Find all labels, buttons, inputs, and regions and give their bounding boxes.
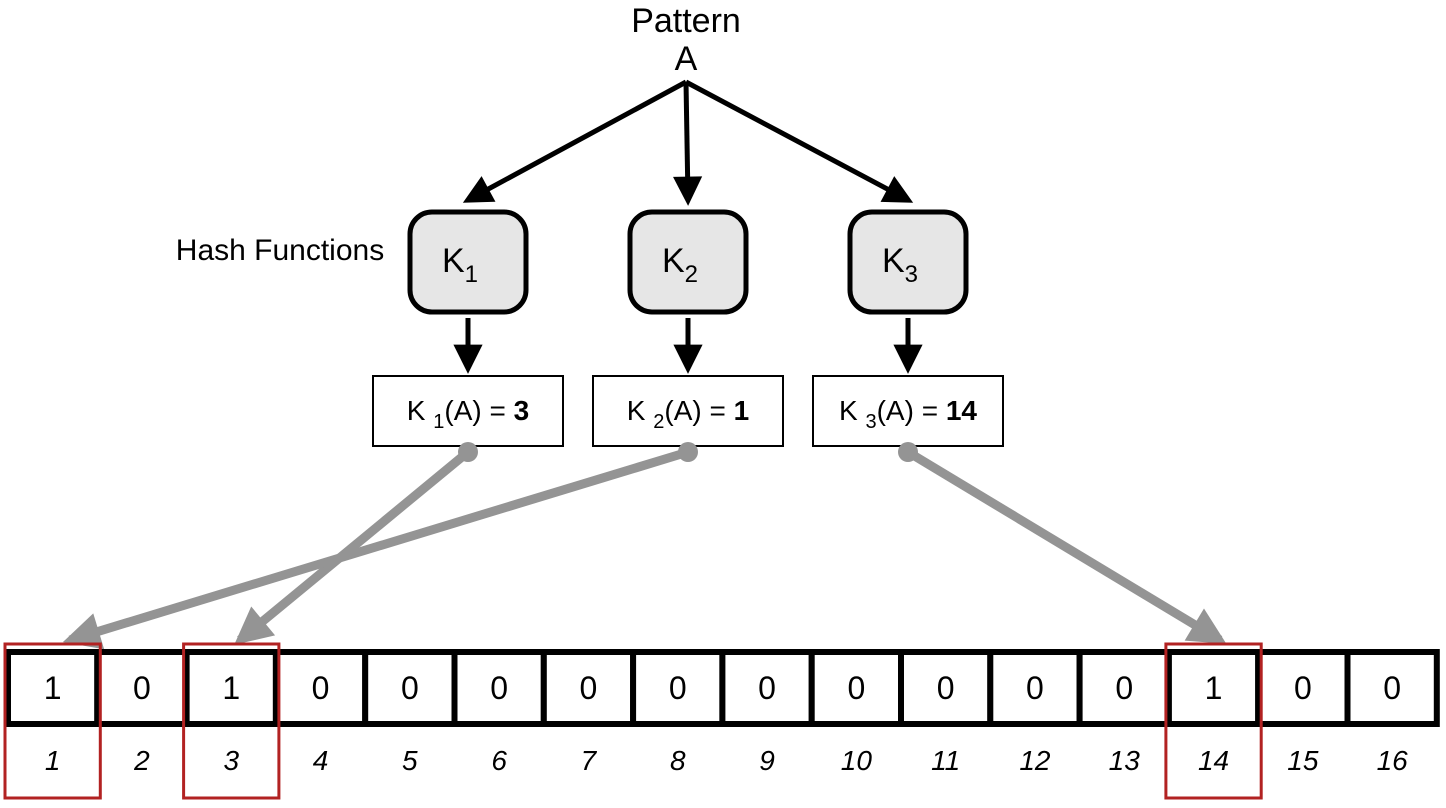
bit-index-12: 12 <box>1019 745 1051 776</box>
bit-cell-value-11: 0 <box>937 670 955 706</box>
bit-index-7: 7 <box>581 745 598 776</box>
bit-cell-value-4: 0 <box>312 670 330 706</box>
bit-cell-value-6: 0 <box>490 670 508 706</box>
bit-cell-value-9: 0 <box>758 670 776 706</box>
bit-cell-value-13: 0 <box>1115 670 1133 706</box>
bit-cell-value-1: 1 <box>44 670 62 706</box>
bloom-filter-diagram: PatternAHash FunctionsK1K2K3K 1(A) = 3K … <box>0 0 1446 808</box>
bit-cell-value-8: 0 <box>669 670 687 706</box>
bit-cell-value-10: 0 <box>847 670 865 706</box>
bit-index-4: 4 <box>313 745 329 776</box>
title-pattern: Pattern <box>631 2 741 40</box>
bit-cell-value-2: 0 <box>133 670 151 706</box>
hash-functions-label: Hash Functions <box>176 234 384 267</box>
grey-arrow-2 <box>70 452 688 640</box>
bit-index-13: 13 <box>1109 745 1141 776</box>
bit-index-14: 14 <box>1198 745 1229 776</box>
bit-index-11: 11 <box>931 745 960 776</box>
bit-index-3: 3 <box>223 745 239 776</box>
bit-cell-value-3: 1 <box>222 670 240 706</box>
title-input: A <box>675 40 698 78</box>
bit-index-16: 16 <box>1377 745 1409 776</box>
bit-index-10: 10 <box>841 745 873 776</box>
arrow-pattern-to-hash-1 <box>468 82 686 200</box>
bit-index-2: 2 <box>133 745 150 776</box>
bit-index-15: 15 <box>1287 745 1319 776</box>
grey-arrow-3 <box>908 452 1220 640</box>
bit-cell-value-14: 1 <box>1205 670 1223 706</box>
bit-cell-value-15: 0 <box>1294 670 1312 706</box>
bit-cell-value-5: 0 <box>401 670 419 706</box>
bit-cell-value-16: 0 <box>1383 670 1401 706</box>
arrow-pattern-to-hash-3 <box>686 82 908 200</box>
bit-cell-value-7: 0 <box>580 670 598 706</box>
bit-index-6: 6 <box>491 745 507 776</box>
bit-cell-value-12: 0 <box>1026 670 1044 706</box>
bit-index-8: 8 <box>670 745 686 776</box>
arrow-pattern-to-hash-2 <box>686 82 688 200</box>
grey-arrow-1 <box>240 452 468 640</box>
bit-index-9: 9 <box>759 745 775 776</box>
bit-index-5: 5 <box>402 745 418 776</box>
bit-index-1: 1 <box>45 745 61 776</box>
